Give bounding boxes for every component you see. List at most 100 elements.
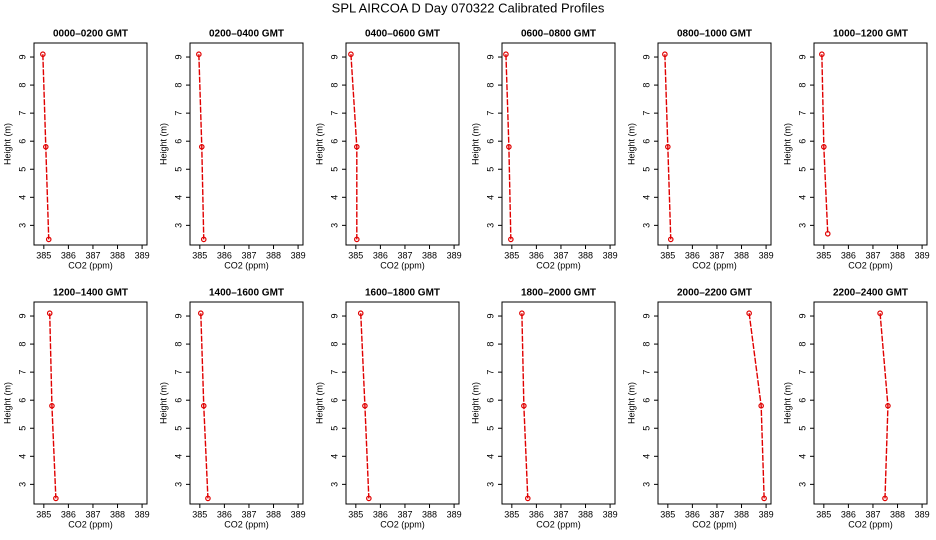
x-tick-label: 386 [217,509,232,519]
y-tick-label: 6 [797,398,807,403]
profile-point [196,51,202,58]
x-axis-label: CO2 (ppm) [848,260,893,270]
profile-point [354,236,360,243]
y-tick-label: 5 [797,167,807,172]
y-tick-label: 9 [485,314,495,319]
y-tick-label: 5 [641,167,651,172]
y-tick-label: 8 [485,83,495,88]
x-tick-label: 389 [603,509,618,519]
x-tick-label: 389 [603,250,618,260]
y-tick-label: 6 [17,398,27,403]
x-tick-label: 387 [865,509,880,519]
y-tick-label: 3 [17,482,27,487]
x-axis-label: CO2 (ppm) [68,519,113,529]
x-tick-label: 385 [660,250,675,260]
y-tick-label: 3 [329,482,339,487]
panel: 1600–1800 GMT 385 386 387 388 389 3 4 5 6 7 8 9 CO2 (… [314,288,461,530]
plot-frame [33,42,148,246]
y-axis-label: Height (m) [158,123,168,165]
x-tick-label: 385 [192,250,207,260]
y-tick-label: 6 [173,139,183,144]
y-tick-label: 4 [797,454,807,459]
x-tick-label: 386 [373,250,388,260]
x-tick-label: 389 [915,509,930,519]
y-tick-label: 9 [173,314,183,319]
profile-point [200,236,207,243]
y-axis-label: Height (m) [158,382,168,424]
profile-point [357,310,364,317]
x-tick-label: 386 [373,509,388,519]
profile-point [40,51,46,58]
panel-title: 0200–0400 GMT [209,29,284,40]
profile-point [198,310,204,317]
y-axis-label: Height (m) [626,123,636,165]
y-tick-label: 4 [17,195,27,200]
x-tick-label: 387 [553,509,568,519]
y-axis-label: Height (m) [314,123,324,165]
y-tick-label: 8 [329,83,339,88]
x-axis-label: CO2 (ppm) [536,519,581,529]
profile-point [198,144,205,150]
y-tick-label: 7 [329,370,339,375]
y-axis-label: Height (m) [470,123,480,165]
x-tick-label: 387 [553,250,568,260]
x-tick-label: 388 [734,509,749,519]
x-tick-label: 387 [241,509,256,519]
y-axis-label: Height (m) [2,382,12,424]
figure-title: SPL AIRCOA D Day 070322 Calibrated Profi… [332,0,605,15]
profile-point [348,51,354,58]
x-tick-label: 388 [422,250,437,260]
y-tick-label: 5 [173,167,183,172]
panel: 1400–1600 GMT 385 386 387 388 389 3 4 5 6 7 8 9 CO2 (… [158,288,305,530]
plot-frame [657,301,772,505]
y-tick-label: 5 [173,426,183,431]
x-tick-label: 387 [709,509,724,519]
y-tick-label: 3 [485,223,495,228]
panel: 0000–0200 GMT 385 386 387 388 389 3 4 5 6 7 8 9 CO2 (… [2,29,149,271]
y-tick-label: 9 [329,55,339,60]
profile-point [366,495,372,502]
x-tick-label: 386 [61,250,76,260]
y-tick-label: 6 [485,398,495,403]
plot-frame [657,42,772,246]
profile-line [42,54,50,240]
plot-frame [33,301,148,505]
y-tick-label: 5 [17,167,27,172]
profile-point [824,230,831,237]
panel-title: 1400–1600 GMT [209,288,284,299]
y-tick-label: 5 [329,167,339,172]
profile-line [748,313,765,499]
x-tick-label: 388 [890,250,905,260]
y-tick-label: 6 [173,398,183,403]
y-tick-label: 9 [797,55,807,60]
x-axis-label: CO2 (ppm) [68,260,113,270]
profile-line [360,313,370,499]
x-tick-label: 388 [734,250,749,260]
profile-point [354,144,360,150]
profile-point [882,495,888,502]
profile-point [821,144,827,150]
y-tick-label: 8 [797,342,807,347]
y-tick-label: 3 [329,223,339,228]
x-tick-label: 385 [36,250,51,260]
profile-point [885,403,891,409]
x-tick-label: 385 [816,250,831,260]
x-tick-label: 385 [36,509,51,519]
y-tick-label: 6 [641,139,651,144]
y-tick-label: 4 [641,454,651,459]
y-tick-label: 3 [485,482,495,487]
y-tick-label: 8 [329,342,339,347]
y-tick-label: 8 [797,83,807,88]
y-tick-label: 7 [173,370,183,375]
y-tick-label: 9 [329,314,339,319]
y-tick-label: 5 [17,426,27,431]
y-axis-label: Height (m) [470,382,480,424]
profile-point [508,236,514,243]
y-tick-label: 4 [329,195,339,200]
x-tick-label: 387 [397,250,412,260]
profile-point [746,310,752,317]
y-axis-label: Height (m) [314,382,324,424]
x-tick-label: 388 [578,509,593,519]
x-tick-label: 388 [266,250,281,260]
profile-point [519,310,525,317]
